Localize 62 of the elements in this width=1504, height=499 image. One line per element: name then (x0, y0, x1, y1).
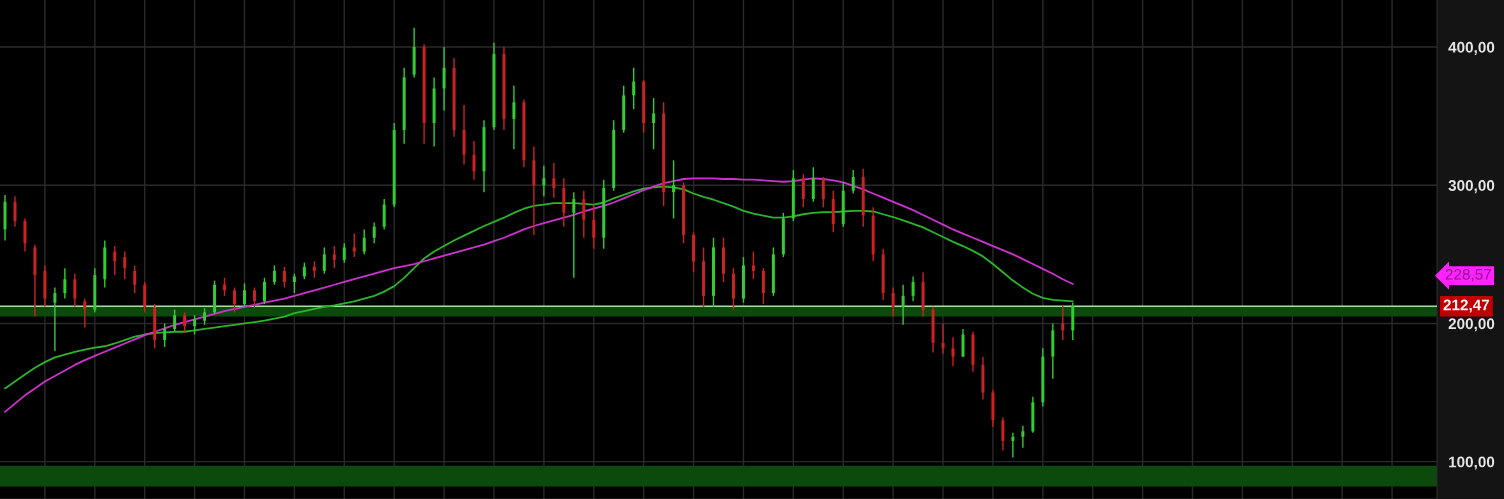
candlestick (951, 336, 955, 367)
candlestick (901, 284, 905, 326)
candlestick (252, 286, 256, 309)
candlestick (821, 176, 825, 209)
candlestick (811, 166, 815, 203)
candlestick (592, 203, 596, 250)
candlestick (242, 282, 246, 308)
candlestick (1021, 425, 1025, 449)
y-tick-label: 100,00 (1449, 456, 1495, 470)
candlestick (891, 286, 895, 318)
candlestick (552, 162, 556, 199)
candlestick (123, 250, 127, 280)
candlestick (282, 266, 286, 289)
candlestick (322, 246, 326, 275)
candlestick (672, 159, 676, 220)
candlestick (23, 217, 27, 253)
candlestick (542, 165, 546, 197)
candlestick (173, 308, 177, 333)
candlestick (851, 169, 855, 195)
candlestick (13, 195, 17, 228)
candlestick (113, 245, 117, 276)
candlestick (911, 275, 915, 303)
candlestick (761, 267, 765, 305)
candlestick (372, 221, 376, 244)
candlestick (961, 328, 965, 358)
candlestick (53, 286, 57, 352)
candlestick (73, 272, 77, 308)
candlestick (163, 322, 167, 348)
candlestick (572, 191, 576, 279)
y-tick-label: 400,00 (1448, 41, 1495, 55)
candlestick (193, 314, 197, 336)
candlestick (342, 242, 346, 264)
candlestick (133, 264, 137, 294)
candlestick (272, 264, 276, 286)
candlestick (292, 272, 296, 294)
candlestick (472, 140, 476, 181)
candlestick (652, 97, 656, 150)
candlestick (63, 267, 67, 300)
y-tick-label: 300,00 (1448, 180, 1495, 194)
candlestick (183, 311, 187, 334)
candlestick (332, 245, 336, 269)
candlestick (233, 286, 237, 314)
candlestick (382, 198, 386, 231)
candlestick (83, 297, 87, 329)
candlestick (362, 228, 366, 256)
candlestick (1061, 304, 1065, 341)
candlestick (262, 277, 266, 305)
y-tick-label: 200,00 (1448, 318, 1495, 332)
candlestick (721, 237, 725, 283)
candlestick (632, 67, 636, 110)
candlestick (352, 232, 356, 258)
candlestick (712, 237, 716, 308)
candlestick (801, 173, 805, 209)
text: 228,57 (1445, 268, 1491, 282)
ref-line-label: 212,47 (1443, 299, 1490, 313)
candlestick (1001, 416, 1005, 452)
candlestick (751, 250, 755, 280)
candlestick (582, 190, 586, 239)
candlestick (143, 281, 147, 314)
candlestick (512, 85, 516, 150)
candlestick (442, 46, 446, 112)
candlestick (1011, 431, 1015, 459)
